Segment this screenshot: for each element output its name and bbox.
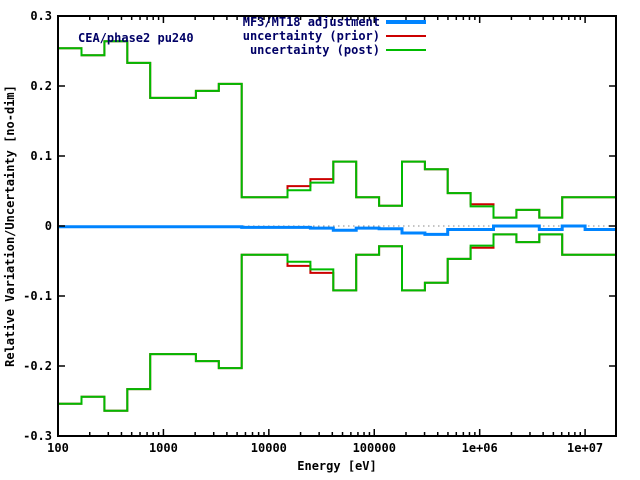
y-tick-label: 0.3 [30, 9, 52, 23]
x-tick-label: 1e+06 [462, 441, 498, 455]
y-tick-label: -0.1 [23, 289, 52, 303]
legend: MF3/MT18 adjustment uncertainty (prior) … [243, 15, 426, 57]
y-axis-label: Relative Variation/Uncertainty [no-dim] [3, 85, 17, 367]
chart-layer: 100 1000 10000 100000 1e+06 1e+07 0.3 0.2 0.1 0 -0… [23, 9, 617, 455]
x-tick-label: 100 [47, 441, 69, 455]
y-tick-label: 0.1 [30, 149, 52, 163]
y-tick-label: -0.3 [23, 429, 52, 443]
x-axis-label: Energy [eV] [297, 459, 376, 473]
legend-label-adjustment: MF3/MT18 adjustment [243, 15, 380, 29]
series-path-post-upper [58, 40, 616, 219]
legend-label-post: uncertainty (post) [250, 43, 380, 57]
series-path-prior-lower [58, 233, 616, 412]
x-tick-label: 1000 [149, 441, 178, 455]
series-path-post-lower [58, 233, 616, 412]
plot-title-label: CEA/phase2 pu240 [78, 31, 194, 45]
x-tick-label: 100000 [353, 441, 396, 455]
y-tick-label: 0.2 [30, 79, 52, 93]
y-tick-label: 0 [45, 219, 52, 233]
x-tick-label: 1e+07 [567, 441, 603, 455]
x-tick-label: 10000 [251, 441, 287, 455]
y-tick-label: -0.2 [23, 359, 52, 373]
series-path-adjustment-upper [58, 224, 616, 236]
legend-label-prior: uncertainty (prior) [243, 29, 380, 43]
series-path-prior-upper [58, 40, 616, 219]
